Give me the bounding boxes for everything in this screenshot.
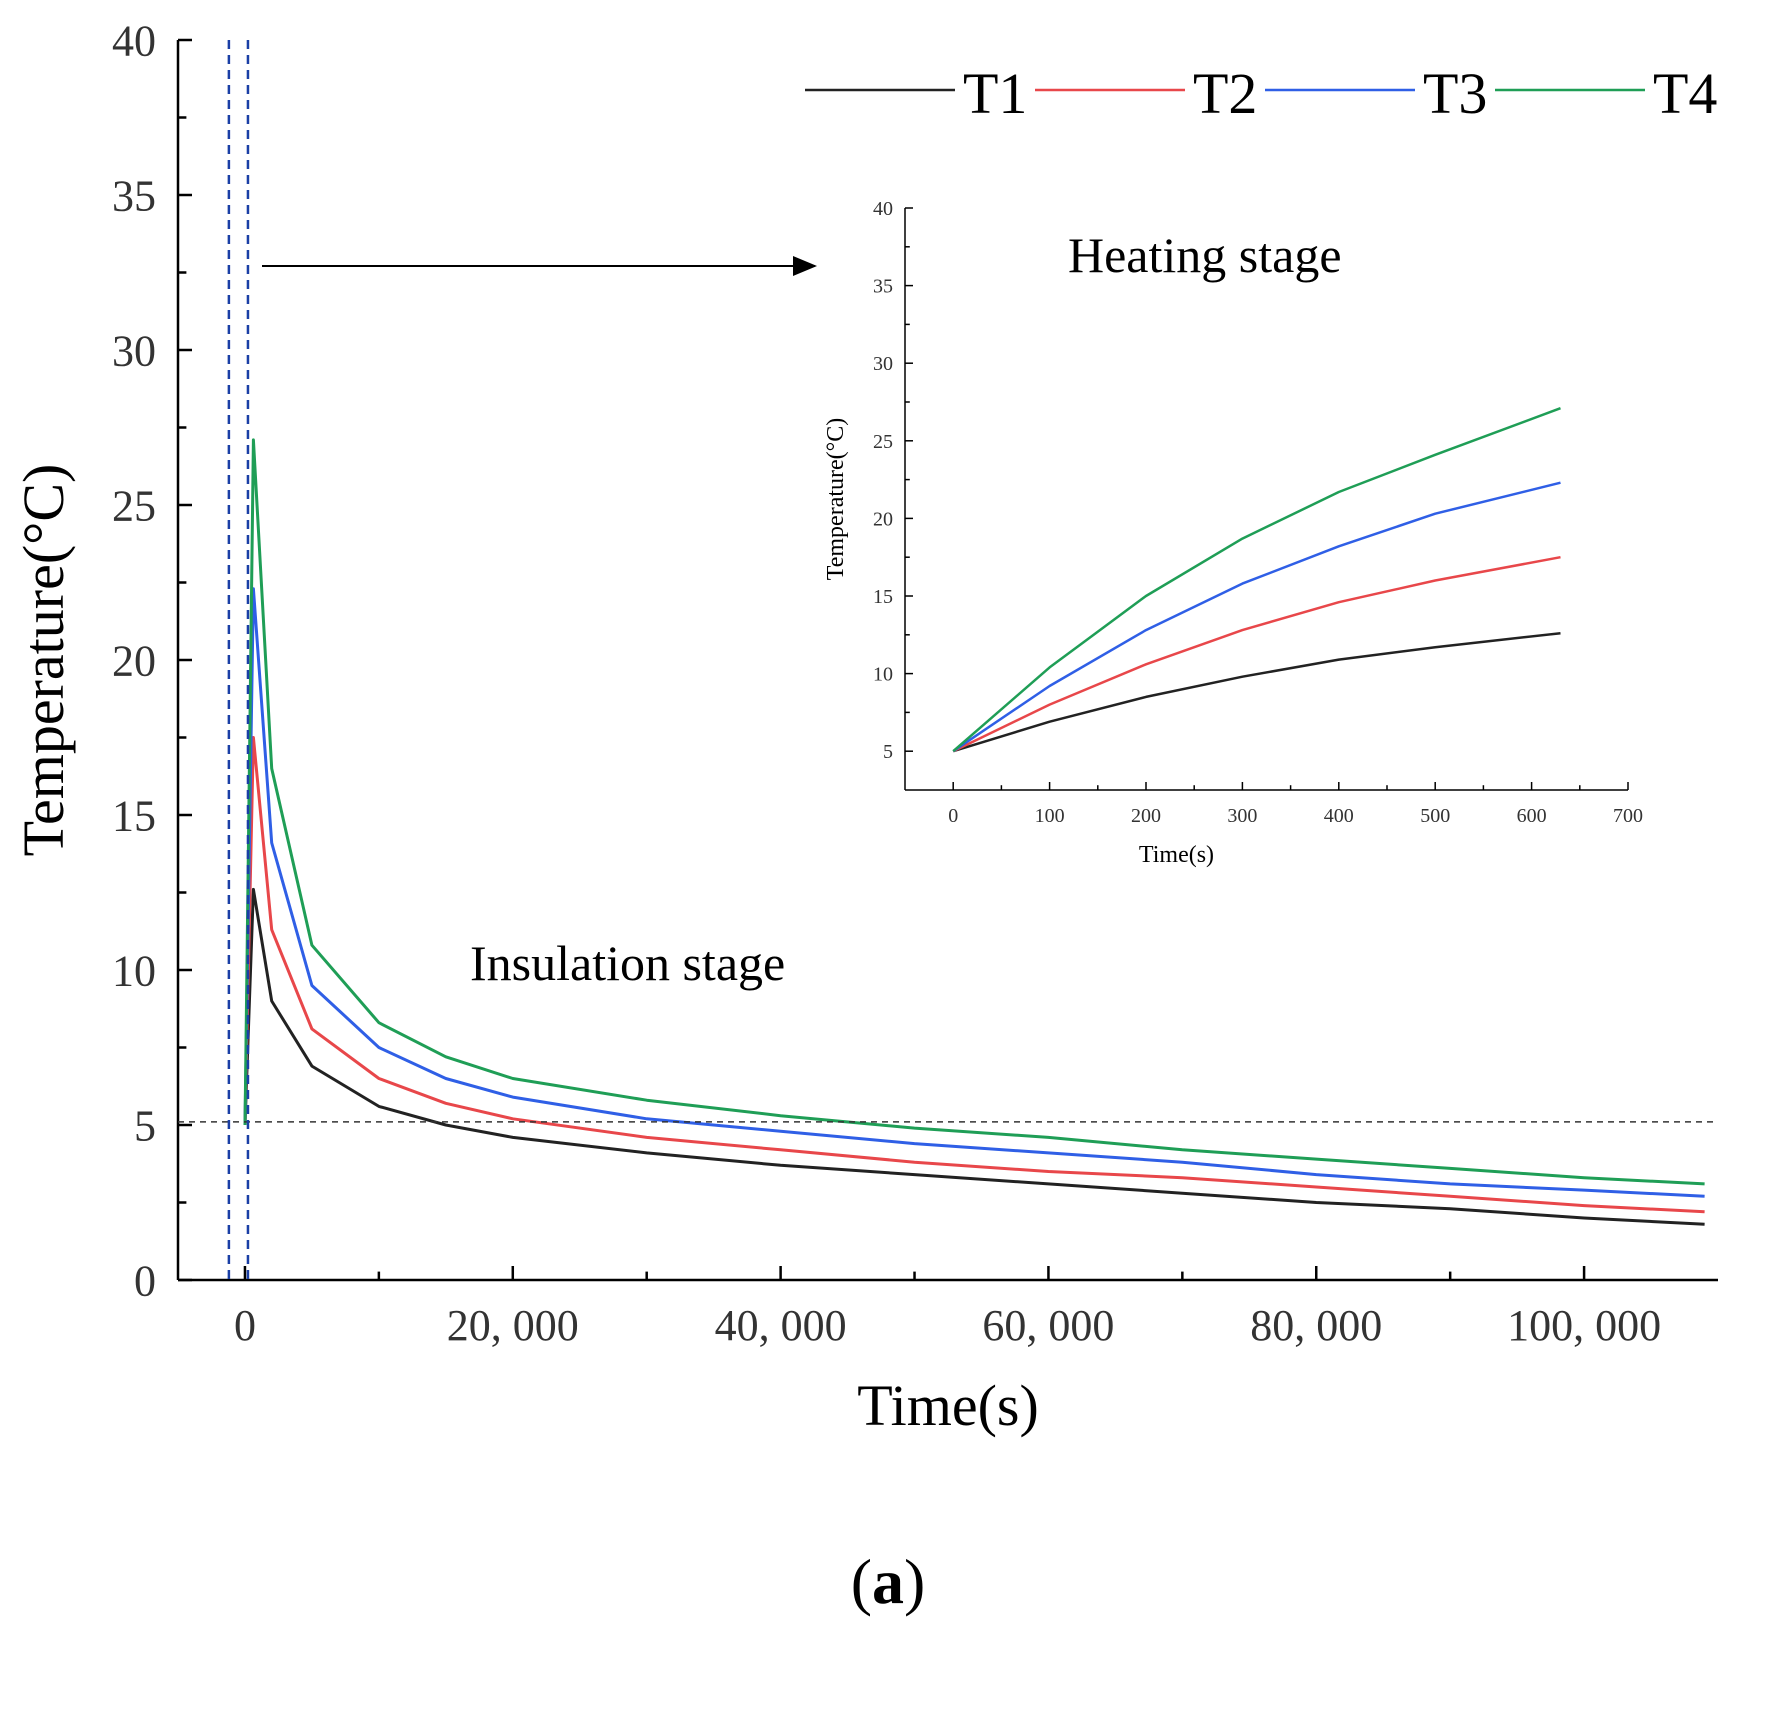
inset-x-tick-label: 700: [1613, 805, 1643, 827]
inset-x-tick-label: 300: [1227, 805, 1257, 827]
inset-x-tick-label: 100: [1035, 805, 1065, 827]
inset-y-tick-label: 15: [873, 586, 893, 608]
main-x-tick-label: 100, 000: [1507, 1301, 1661, 1350]
legend-item-T3: T3: [1265, 61, 1487, 126]
inset-y-axis-title: Temperature(°C): [823, 418, 849, 581]
inset-x-axis-title: Time(s): [1139, 842, 1214, 868]
inset-y-tick-label: 10: [873, 664, 893, 686]
legend-item-T1: T1: [805, 61, 1027, 126]
main-y-tick-label: 15: [112, 791, 156, 840]
legend-label: T2: [1193, 61, 1257, 126]
main-x-axis-title: Time(s): [857, 1373, 1039, 1438]
legend-label: T1: [963, 61, 1027, 126]
main-x-tick-label: 0: [234, 1301, 256, 1350]
legend-item-T2: T2: [1035, 61, 1257, 126]
main-y-tick-label: 40: [112, 16, 156, 65]
inset-series-T4: [952, 407, 1561, 753]
inset-y-tick-label: 35: [873, 276, 893, 298]
inset-x-tick-label: 400: [1324, 805, 1354, 827]
main-y-tick-label: 35: [112, 171, 156, 220]
inset-series-T2: [952, 555, 1561, 753]
main-x-tick-label: 20, 000: [447, 1301, 579, 1350]
legend-item-T4: T4: [1495, 61, 1717, 126]
inset-series-T1: [952, 631, 1561, 753]
inset-x-tick-label: 200: [1131, 805, 1161, 827]
main-y-tick-label: 30: [112, 326, 156, 375]
legend: T1 T2 T3 T4: [805, 61, 1717, 126]
inset-x-tick-label: 500: [1420, 805, 1450, 827]
main-series-T4: [243, 438, 1705, 1186]
insulation-stage-label: Insulation stage: [470, 935, 785, 991]
inset-series-T3: [952, 481, 1561, 753]
main-y-tick-label: 10: [112, 946, 156, 995]
main-x-tick-label: 40, 000: [715, 1301, 847, 1350]
main-y-axis-title: Temperature(°C): [11, 464, 76, 857]
main-y-tick-label: 0: [134, 1256, 156, 1305]
legend-label: T3: [1423, 61, 1487, 126]
main-x-tick-label: 80, 000: [1250, 1301, 1382, 1350]
main-series-T1: [243, 887, 1705, 1226]
inset-y-tick-label: 30: [873, 353, 893, 375]
main-series-T3: [243, 587, 1705, 1198]
inset-y-tick-label: 5: [883, 741, 893, 763]
inset-y-tick-label: 40: [873, 198, 893, 220]
heating-stage-title: Heating stage: [1068, 227, 1342, 283]
main-x-tick-label: 60, 000: [982, 1301, 1114, 1350]
figure-caption: (a): [850, 1546, 926, 1617]
inset-y-tick-label: 20: [873, 508, 893, 530]
main-series-T2: [243, 736, 1705, 1214]
main-y-tick-label: 25: [112, 481, 156, 530]
main-y-tick-label: 5: [134, 1101, 156, 1150]
inset-x-tick-label: 600: [1517, 805, 1547, 827]
legend-label: T4: [1653, 61, 1717, 126]
inset-x-tick-label: 0: [948, 805, 958, 827]
inset-y-tick-label: 25: [873, 431, 893, 453]
main-y-tick-label: 20: [112, 636, 156, 685]
